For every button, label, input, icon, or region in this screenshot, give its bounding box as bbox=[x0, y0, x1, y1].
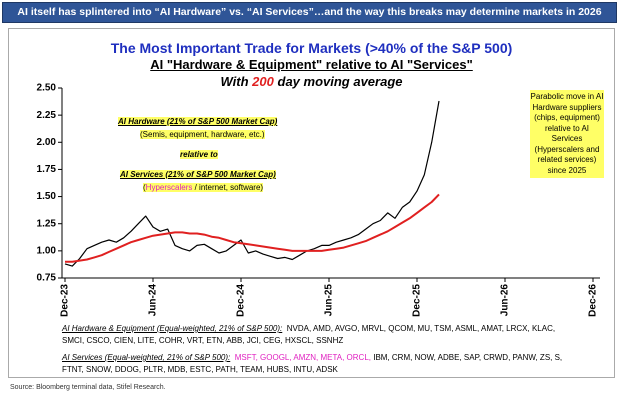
chart-subtitle-2: With 200 day moving average bbox=[0, 74, 623, 89]
series-line bbox=[65, 193, 440, 263]
series-line bbox=[64, 100, 440, 267]
annotation: (Semis, equipment, hardware, etc.) bbox=[140, 130, 265, 139]
y-tick-label: 0.75 bbox=[37, 273, 57, 284]
constituents-tickers: NVDA, AMD, AVGO, MRVL, QCOM, MU, TSM, AS… bbox=[286, 324, 556, 333]
x-tick-label: Dec-25 bbox=[412, 284, 423, 317]
annotation: AI Services (21% of S&P 500 Market Cap) bbox=[120, 170, 276, 179]
constituents-label: AI Services (Equal-weighted, 21% of S&P … bbox=[62, 353, 231, 362]
y-tick-label: 2.00 bbox=[37, 137, 57, 148]
constituents-label: AI Hardware & Equipment (Equal-weighted,… bbox=[62, 324, 283, 333]
annotation: relative to bbox=[180, 150, 218, 159]
source: Source: Bloomberg terminal data, Stifel … bbox=[10, 384, 166, 391]
constituents-line: AI Hardware & Equipment (Equal-weighted,… bbox=[62, 324, 555, 333]
annotation-part: ( bbox=[143, 183, 146, 192]
y-tick-label: 1.25 bbox=[37, 218, 57, 229]
x-tick-label: Jun-24 bbox=[148, 284, 159, 317]
chart-subtitle: AI "Hardware & Equipment" relative to AI… bbox=[150, 57, 473, 72]
subtitle-part: day moving average bbox=[277, 74, 403, 89]
chart-title: The Most Important Trade for Markets (>4… bbox=[110, 40, 513, 56]
constituents-line: FTNT, SNOW, DDOG, PLTR, MDB, ESTC, PATH,… bbox=[62, 365, 338, 374]
y-tick-label: 1.00 bbox=[37, 245, 57, 256]
x-tick-label: Jun-26 bbox=[500, 284, 511, 317]
constituents-line: AI Services (Equal-weighted, 21% of S&P … bbox=[62, 353, 562, 362]
annotation-right: Parabolic move in AI Hardware suppliers … bbox=[530, 90, 604, 178]
x-tick-label: Jun-25 bbox=[324, 284, 335, 317]
constituents-line: SMCI, CSCO, CIEN, LITE, COHR, VRT, ETN, … bbox=[62, 336, 344, 345]
x-tick-label: Dec-23 bbox=[60, 284, 71, 317]
subtitle-part: With bbox=[220, 74, 249, 89]
annotation-highlight: Hyperscalers bbox=[145, 183, 193, 192]
subtitle-highlight: 200 bbox=[252, 74, 274, 89]
constituents-tickers: IBM, CRM, NOW, ADBE, SAP, CRWD, PANW, ZS… bbox=[373, 353, 563, 362]
y-tick-label: 2.50 bbox=[37, 83, 57, 94]
annotation-part: / internet, software) bbox=[194, 183, 264, 192]
y-tick-label: 2.25 bbox=[37, 110, 57, 121]
x-tick-label: Dec-24 bbox=[236, 284, 247, 317]
y-tick-label: 1.75 bbox=[37, 164, 57, 175]
y-tick-label: 1.50 bbox=[37, 191, 57, 202]
constituents-highlight: MSFT, GOOGL, AMZN, META, ORCL, bbox=[234, 353, 371, 362]
banner: AI itself has splintered into “AI Hardwa… bbox=[2, 2, 617, 23]
annotation: AI Hardware (21% of S&P 500 Market Cap) bbox=[118, 117, 278, 126]
frame bbox=[8, 28, 615, 378]
annotation: (Hyperscalers / internet, software) bbox=[143, 183, 264, 192]
x-tick-label: Dec-26 bbox=[588, 284, 599, 317]
